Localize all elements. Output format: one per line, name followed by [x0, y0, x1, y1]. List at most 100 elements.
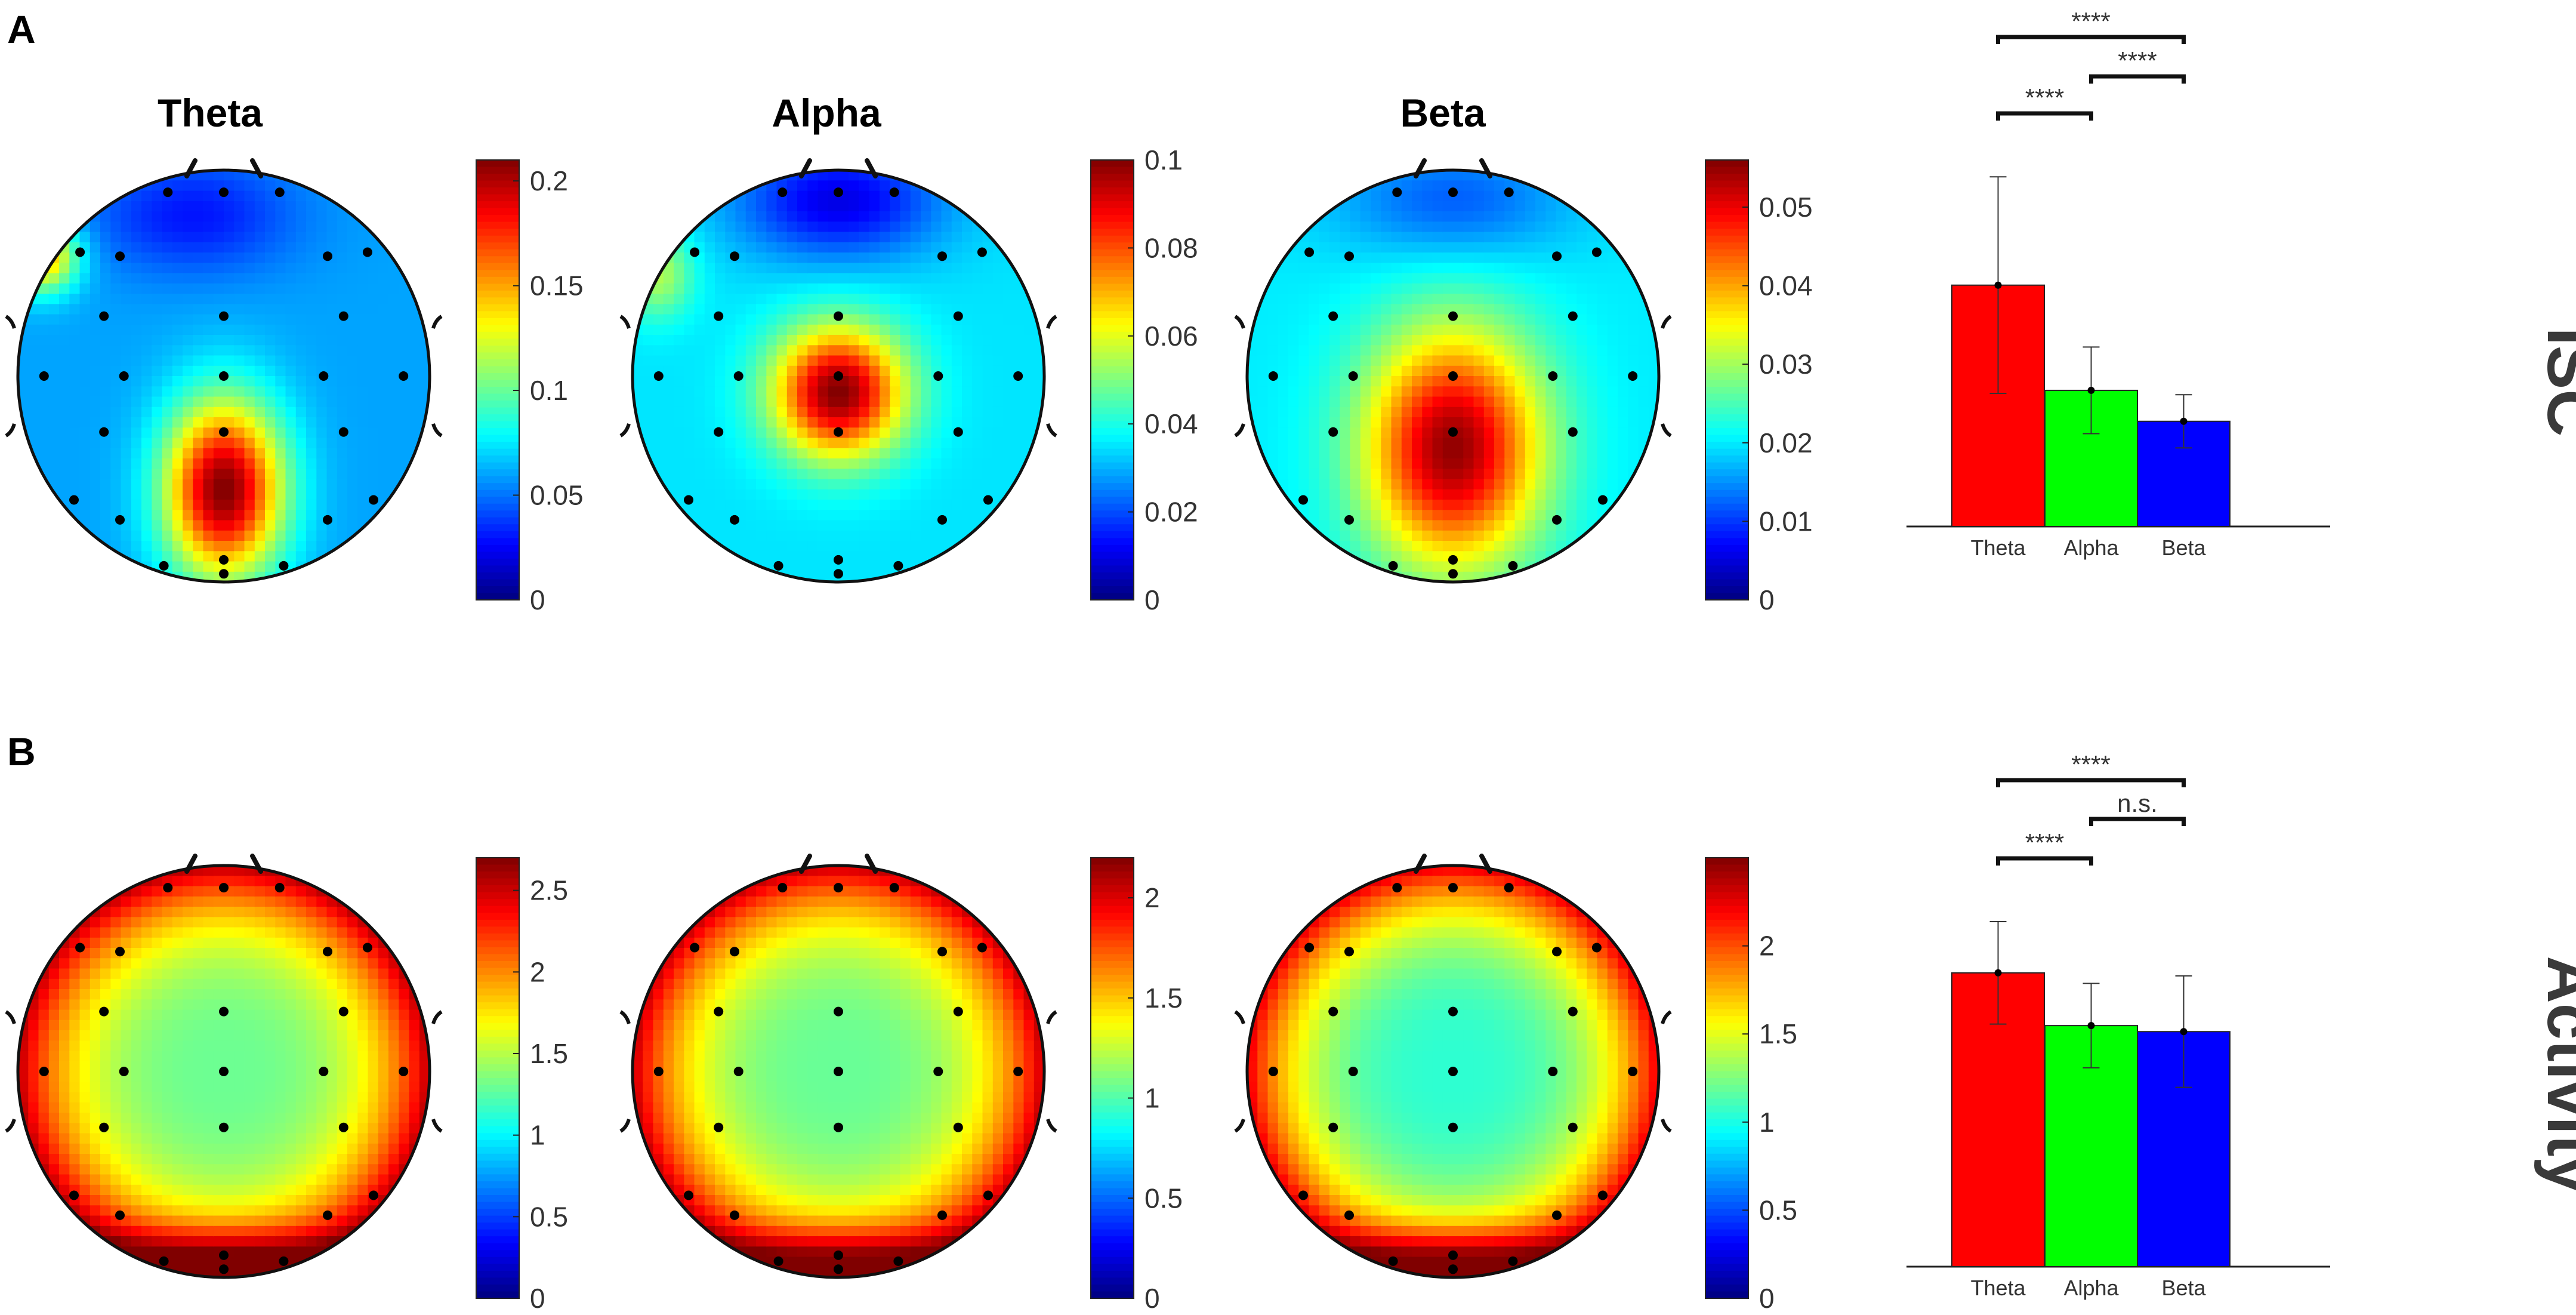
- colorbar-tick-label: 0.05: [1759, 192, 1813, 223]
- electrode-dot: [338, 1122, 348, 1132]
- electrode-dot: [1268, 1067, 1278, 1076]
- colorbar-frame: [1090, 159, 1134, 600]
- electrode-dot: [937, 1210, 947, 1220]
- colorbar-tick-label: 0.5: [1759, 1194, 1797, 1225]
- electrode-dot: [684, 1190, 693, 1200]
- electrode-dot: [399, 371, 409, 381]
- electrode-dot: [1013, 1067, 1023, 1076]
- electrode-dot: [1448, 311, 1458, 321]
- electrode-dot: [219, 569, 229, 579]
- electrode-dot: [1591, 943, 1602, 953]
- colorbar-tick-label: 0.05: [530, 480, 584, 511]
- electrode-dot: [219, 1264, 229, 1274]
- electrode-dot: [279, 1256, 289, 1266]
- electrode-dot: [953, 311, 963, 321]
- head-outline: [16, 864, 431, 1279]
- electrode-dot: [714, 1006, 724, 1017]
- electrode-dot: [1448, 883, 1458, 893]
- electrode-dot: [1548, 371, 1558, 381]
- electrode-dot: [1504, 883, 1514, 893]
- electrode-dot: [684, 495, 693, 505]
- significance-bracket: [1996, 778, 2186, 787]
- electrode-dot: [219, 371, 229, 381]
- mean-marker: [2087, 1022, 2095, 1030]
- nose-marker: [184, 158, 263, 178]
- significance-label: ****: [2071, 750, 2110, 778]
- colorbar-tick-label: 2: [530, 956, 545, 987]
- electrode-dot: [115, 1210, 125, 1220]
- electrode-dot: [690, 247, 700, 257]
- electrode-dot: [1568, 1006, 1578, 1017]
- electrode-dot: [1568, 1122, 1578, 1132]
- head-outline: [631, 168, 1046, 584]
- nose-marker: [1414, 158, 1492, 178]
- colorbar-tick-label: 0.01: [1759, 506, 1813, 537]
- electrode-dot: [1448, 1250, 1458, 1260]
- bar-chart-layer: Theta Alpha Beta **** **** **** Theta Alpha Beta…: [1906, 7, 2330, 1300]
- colorbar-tick-label: 0: [1759, 1283, 1775, 1314]
- electrode-dot: [219, 1067, 229, 1076]
- electrode-dot: [163, 883, 173, 893]
- electrode-dot: [714, 311, 724, 321]
- electrode-dot: [937, 515, 947, 525]
- electrode-dot: [730, 251, 739, 261]
- colorbar-frame: [476, 159, 520, 600]
- electrode-dot: [219, 1250, 229, 1260]
- colorbar-isc-alpha: 0 0.02 0.04 0.06 0.08 0.1: [1090, 144, 1198, 615]
- electrode-dot: [1344, 515, 1354, 525]
- electrode-dot: [834, 1122, 843, 1132]
- electrode-dot: [323, 947, 332, 957]
- electrode-dot: [75, 247, 85, 257]
- electrode-dot: [39, 371, 49, 381]
- category-label-beta: Beta: [2161, 535, 2206, 560]
- colorbar-tick-label: 1.5: [530, 1038, 568, 1069]
- topomap-isc-alpha: [619, 158, 1057, 584]
- panel-letter-b: B: [7, 729, 36, 774]
- electrode-dot: [889, 187, 899, 198]
- mean-marker: [2180, 417, 2188, 425]
- electrode-dot: [1388, 561, 1398, 571]
- ear-left: [619, 315, 631, 438]
- electrode-dot: [714, 1122, 724, 1132]
- significance-bracket: [1996, 111, 2093, 121]
- colorbar-tick-label: 1: [1759, 1107, 1775, 1138]
- electrode-dot: [977, 247, 987, 257]
- electrode-dot: [778, 187, 788, 198]
- electrode-dot: [733, 371, 744, 381]
- electrode-dot: [1568, 427, 1578, 437]
- electrode-dot: [1448, 187, 1458, 198]
- electrode-dot: [834, 1006, 843, 1017]
- title-theta: Theta: [158, 91, 263, 135]
- topomap-isc-beta: [1234, 158, 1672, 584]
- electrode-dot: [99, 427, 109, 437]
- electrode-dot: [1628, 371, 1638, 381]
- ear-right: [1661, 315, 1672, 438]
- significance-label: ****: [2071, 7, 2110, 35]
- electrode-dot: [1448, 569, 1458, 579]
- electrode-dot: [369, 1190, 378, 1200]
- electrode-dot: [1508, 1256, 1518, 1266]
- colorbar-frame: [476, 857, 520, 1299]
- electrode-dot: [834, 311, 843, 321]
- colorbar-tick-label: 0.5: [1144, 1182, 1183, 1214]
- electrode-dot: [834, 883, 843, 893]
- colorbar-tick-label: 0: [530, 584, 545, 615]
- electrode-dot: [834, 569, 843, 579]
- significance-bracket: [1996, 35, 2186, 44]
- significance-label: ****: [2025, 84, 2064, 112]
- electrode-dot: [1344, 947, 1354, 957]
- colorbar-isc-beta: 0 0.01 0.02 0.03 0.04 0.05: [1705, 159, 1813, 615]
- electrode-dot: [75, 943, 85, 953]
- electrode-dot: [653, 1067, 664, 1076]
- electrode-dot: [834, 371, 843, 381]
- colorbar-tick-label: 0.08: [1144, 232, 1198, 263]
- electrode-dot: [1392, 883, 1402, 893]
- electrode-dot: [730, 1210, 739, 1220]
- electrode-dot: [1591, 247, 1602, 257]
- electrode-dot: [69, 495, 79, 505]
- electrode-dot: [1448, 1122, 1458, 1132]
- electrode-dot: [983, 495, 993, 505]
- colorbar-tick-label: 2: [1759, 931, 1775, 962]
- category-label-alpha: Alpha: [2063, 1276, 2119, 1300]
- electrode-dot: [1548, 1067, 1558, 1076]
